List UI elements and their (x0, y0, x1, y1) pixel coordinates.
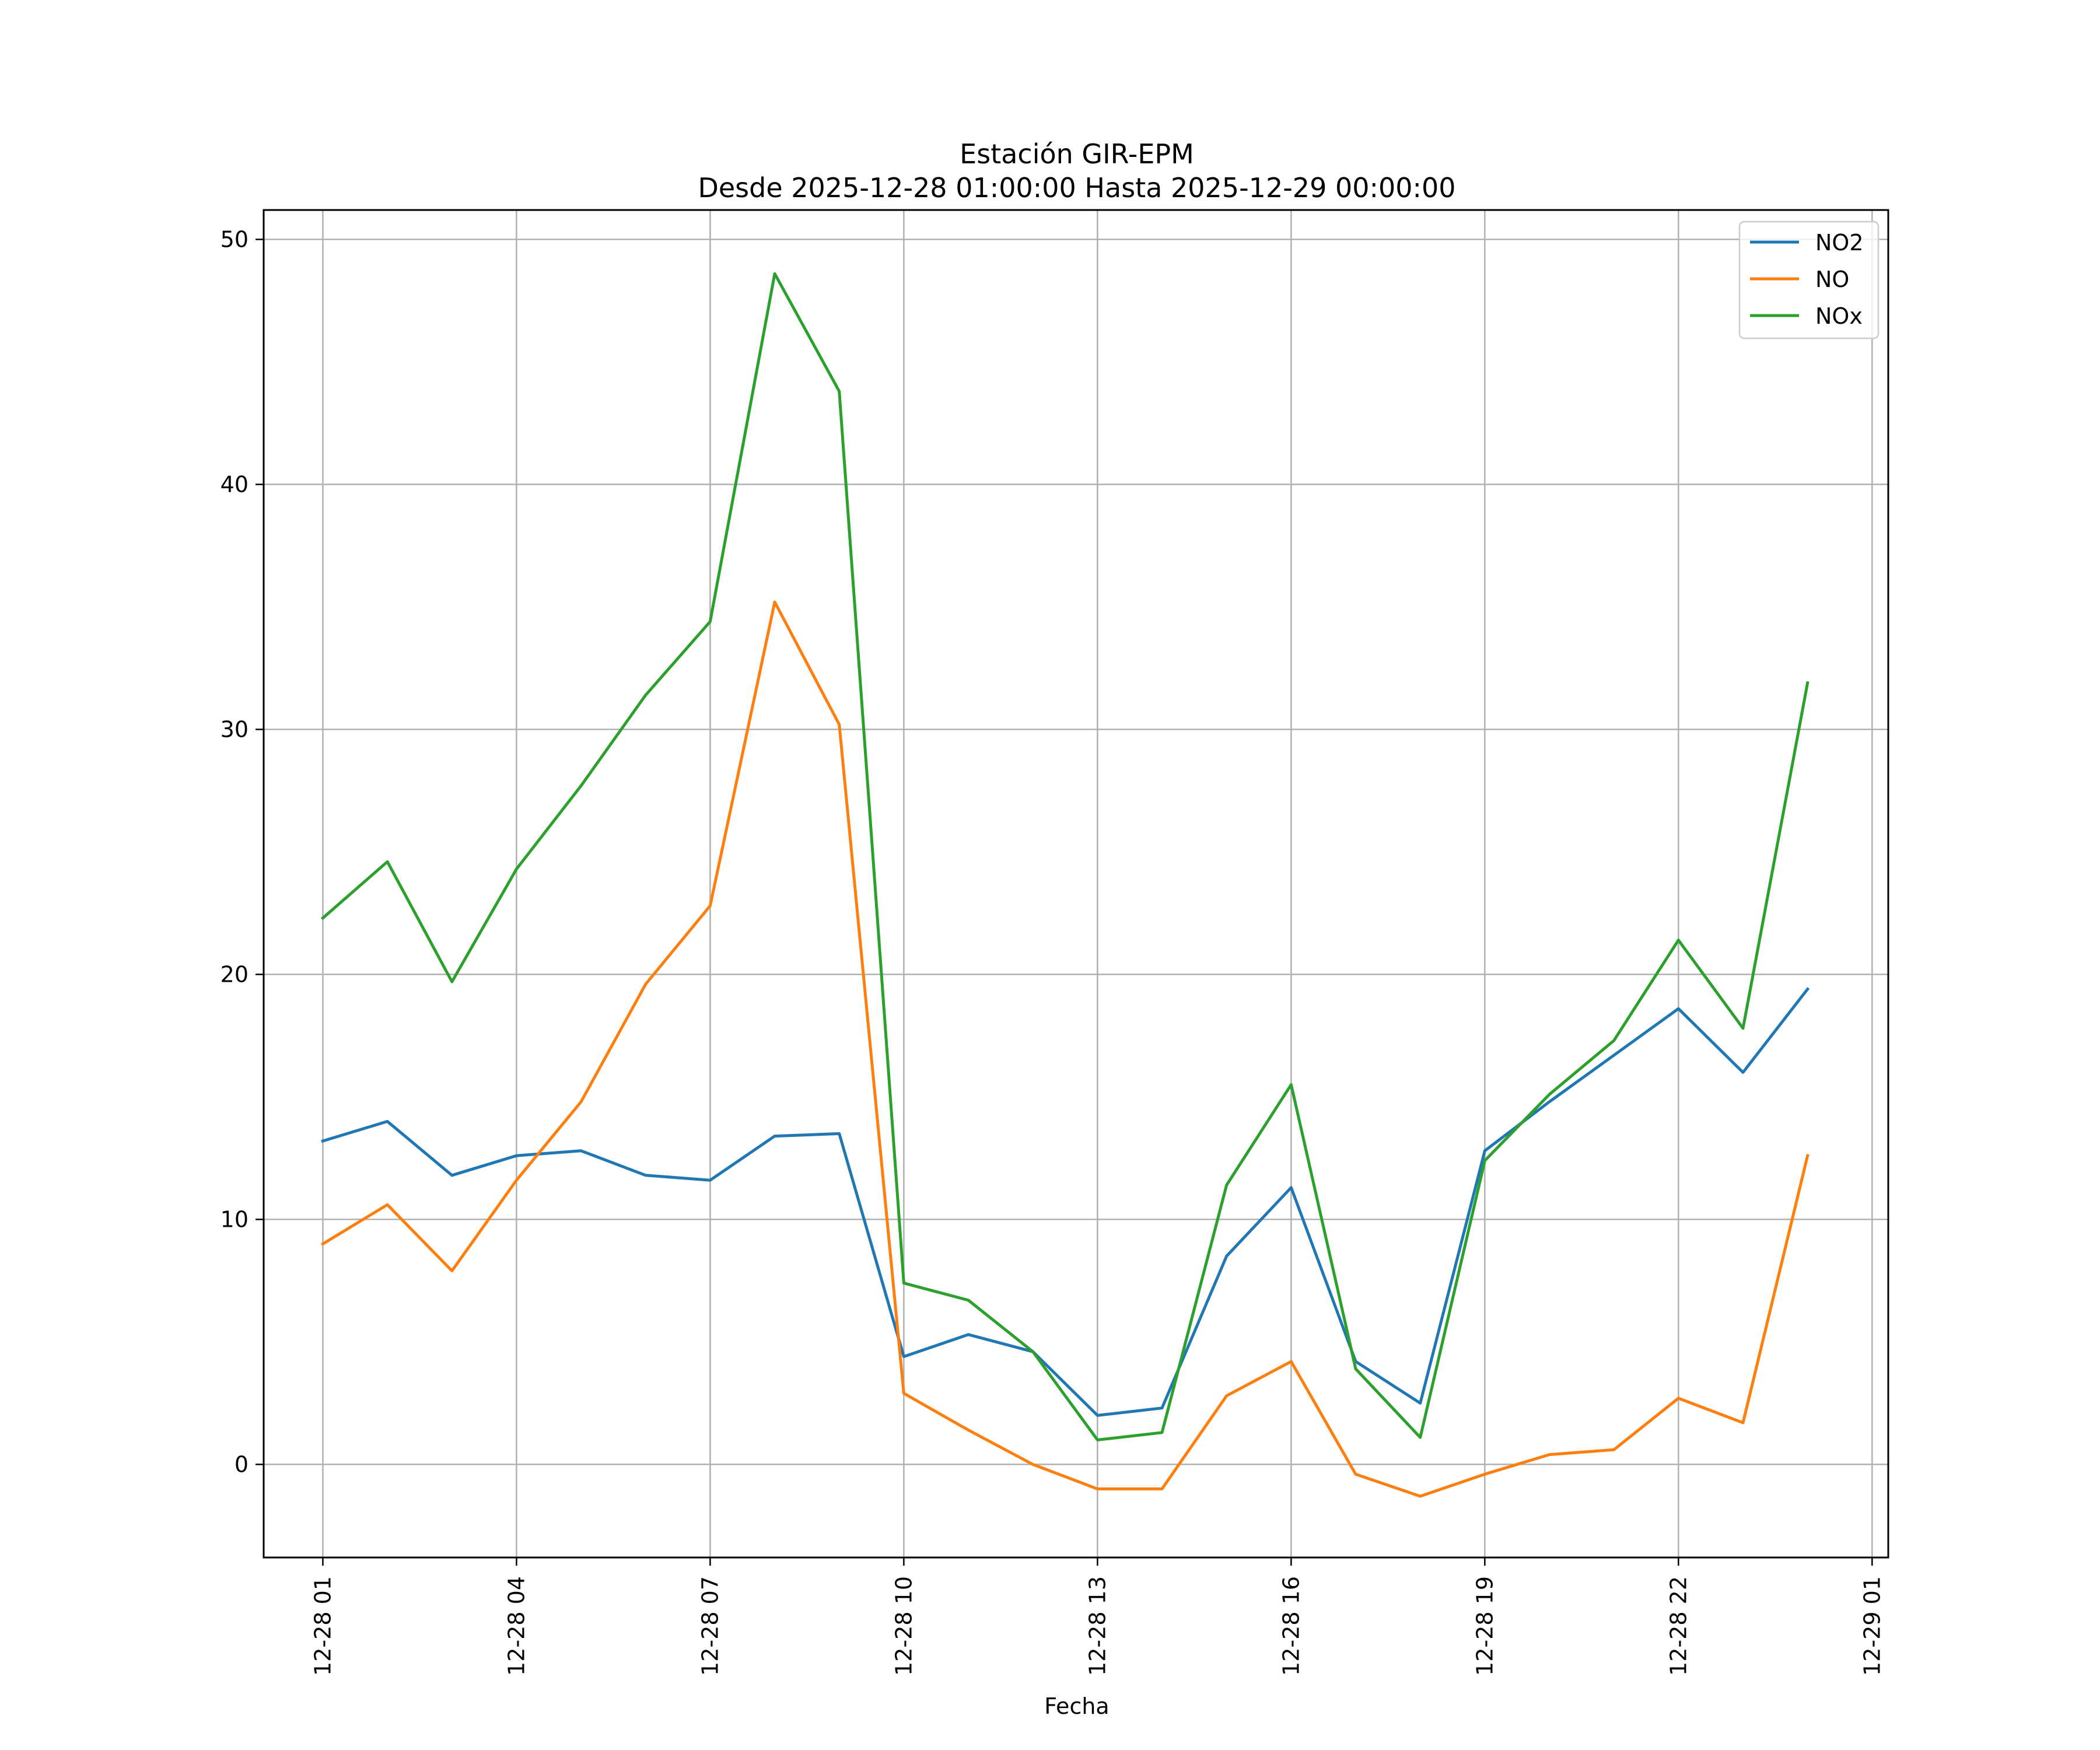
series-line-no (320, 600, 1810, 1498)
legend-label-no: NO (1815, 267, 1849, 292)
series-line-no2 (321, 987, 1810, 1417)
y-axis: 0 10 20 30 40 50 (220, 226, 264, 1477)
plot-area-frame (262, 209, 1889, 1559)
x-tick-label: 12-28 19 (1472, 1576, 1497, 1676)
gridlines (264, 210, 1888, 1558)
legend-frame (1738, 220, 1880, 340)
y-tick-label: 40 (220, 471, 249, 497)
y-tick-label: 10 (220, 1206, 249, 1232)
x-tick-label: 12-28 13 (1084, 1576, 1110, 1676)
y-tick-label: 50 (220, 226, 249, 252)
chart-title-line-1: Estación GIR-EPM (960, 138, 1194, 170)
series-lines (320, 272, 1810, 1498)
x-axis-label: Fecha (1044, 1693, 1109, 1719)
y-tick-label: 20 (220, 961, 249, 987)
x-tick-label: 12-29 01 (1859, 1576, 1885, 1676)
chart-title-line-2: Desde 2025-12-28 01:00:00 Hasta 2025-12-… (698, 172, 1455, 204)
x-axis: 12-28 01 12-28 04 12-28 07 12-28 10 12-28 13… (310, 1558, 1885, 1676)
legend-label-no2: NO2 (1815, 230, 1864, 256)
legend-label-nox: NOx (1815, 303, 1863, 329)
x-tick-label: 12-28 04 (503, 1576, 529, 1676)
y-tick-label: 0 (235, 1451, 249, 1477)
legend: NO2 NO NOx (1738, 220, 1880, 340)
series-line-nox (320, 272, 1810, 1441)
y-tick-label: 30 (220, 716, 249, 742)
x-tick-label: 12-28 16 (1278, 1576, 1304, 1676)
x-tick-label: 12-28 07 (697, 1576, 723, 1676)
x-tick-label: 12-28 10 (891, 1576, 916, 1676)
x-tick-label: 12-28 01 (310, 1576, 335, 1676)
x-tick-label: 12-28 22 (1665, 1576, 1691, 1676)
